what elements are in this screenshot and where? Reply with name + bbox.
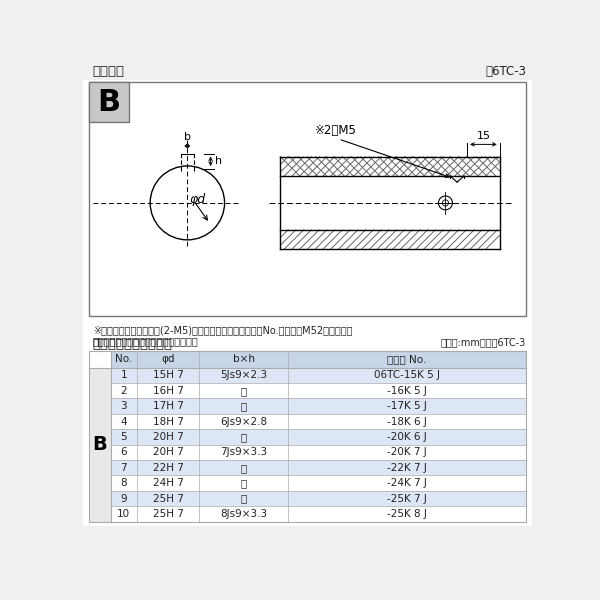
Text: 9: 9 [121, 494, 127, 503]
Bar [110, 475, 526, 491]
Text: 軸穴形状コード一覧表: 軸穴形状コード一覧表 [93, 338, 173, 350]
Text: B: B [98, 88, 121, 116]
Text: No.: No. [115, 354, 133, 364]
Bar [110, 445, 526, 460]
Text: 8Js9×3.3: 8Js9×3.3 [220, 509, 267, 519]
Text: 22H 7: 22H 7 [152, 463, 184, 473]
Text: φd: φd [161, 354, 175, 364]
Text: （単位:mm）　表6TC-3: （単位:mm） 表6TC-3 [441, 338, 526, 347]
Text: 〃: 〃 [241, 494, 247, 503]
Text: 〃: 〃 [241, 386, 247, 396]
Text: φd: φd [189, 193, 205, 206]
Text: -25K 7 J: -25K 7 J [387, 494, 427, 503]
Bar [110, 460, 526, 475]
Bar [110, 414, 526, 429]
Bar [110, 398, 526, 414]
Text: 15H 7: 15H 7 [152, 370, 184, 380]
Text: 5: 5 [121, 432, 127, 442]
Text: 25H 7: 25H 7 [152, 509, 184, 519]
Text: 4: 4 [121, 416, 127, 427]
Text: 15: 15 [476, 131, 490, 140]
Text: 6Js9×2.8: 6Js9×2.8 [220, 416, 267, 427]
Text: コード No.: コード No. [388, 354, 427, 364]
Bar [89, 82, 526, 316]
Bar [110, 429, 526, 445]
Text: 6: 6 [121, 448, 127, 457]
Text: -17K 5 J: -17K 5 J [387, 401, 427, 411]
Text: 24H 7: 24H 7 [152, 478, 184, 488]
Text: b×h: b×h [233, 354, 254, 364]
Text: 〃: 〃 [241, 432, 247, 442]
Bar [110, 368, 526, 383]
Text: 20H 7: 20H 7 [152, 448, 184, 457]
Text: 〃: 〃 [241, 401, 247, 411]
Text: 軸穴形状: 軸穴形状 [93, 65, 125, 78]
Text: -16K 5 J: -16K 5 J [387, 386, 427, 396]
Text: 06TC-15K 5 J: 06TC-15K 5 J [374, 370, 440, 380]
Text: 20H 7: 20H 7 [152, 432, 184, 442]
Text: -20K 7 J: -20K 7 J [387, 448, 427, 457]
Text: -20K 6 J: -20K 6 J [387, 432, 427, 442]
Text: 7: 7 [121, 463, 127, 473]
Text: 8: 8 [121, 478, 127, 488]
Text: 10: 10 [117, 509, 130, 519]
Text: 18H 7: 18H 7 [152, 416, 184, 427]
Text: h: h [215, 157, 221, 166]
Bar [110, 351, 526, 368]
Text: 図6TC-3: 図6TC-3 [485, 65, 526, 78]
Bar [89, 351, 526, 521]
Bar [110, 491, 526, 506]
Text: -22K 7 J: -22K 7 J [387, 463, 427, 473]
Text: 25H 7: 25H 7 [152, 494, 184, 503]
Bar [110, 383, 526, 398]
Bar [89, 368, 110, 521]
Text: B: B [92, 435, 107, 454]
Text: 5Js9×2.3: 5Js9×2.3 [220, 370, 267, 380]
Text: ※2－M5: ※2－M5 [315, 124, 357, 137]
Text: ※セットボルト用タップ(2-M5)が必要な場合は右記コードNo.の末尾にM52を付ける。: ※セットボルト用タップ(2-M5)が必要な場合は右記コードNo.の末尾にM52を… [93, 325, 352, 335]
Bar [280, 157, 500, 249]
Text: （セットボルトは付属されています。）: （セットボルトは付属されています。） [93, 336, 199, 346]
Text: 7Js9×3.3: 7Js9×3.3 [220, 448, 267, 457]
Text: 1: 1 [121, 370, 127, 380]
Text: 16H 7: 16H 7 [152, 386, 184, 396]
Text: 〃: 〃 [241, 463, 247, 473]
Text: -18K 6 J: -18K 6 J [387, 416, 427, 427]
Text: -24K 7 J: -24K 7 J [387, 478, 427, 488]
Text: -25K 8 J: -25K 8 J [387, 509, 427, 519]
Text: 2: 2 [121, 386, 127, 396]
Bar [110, 506, 526, 521]
Text: 〃: 〃 [241, 478, 247, 488]
Text: 3: 3 [121, 401, 127, 411]
Text: b: b [184, 132, 191, 142]
Text: 17H 7: 17H 7 [152, 401, 184, 411]
Bar [89, 82, 129, 122]
